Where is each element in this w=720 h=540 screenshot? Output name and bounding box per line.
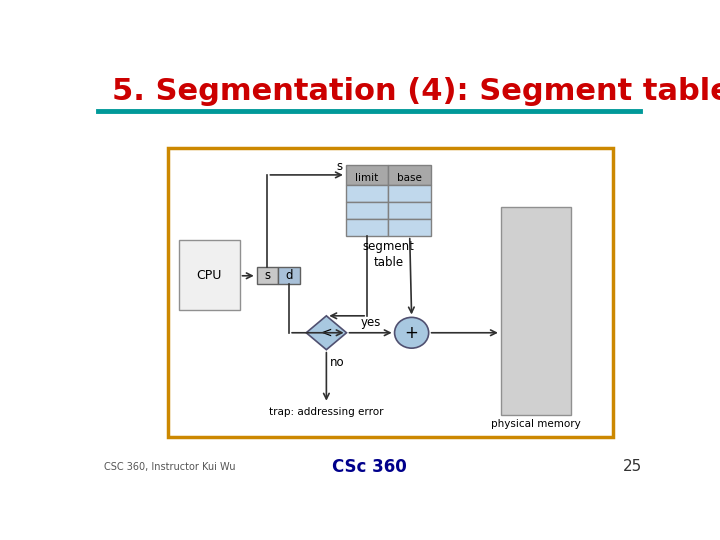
Text: <: <	[320, 326, 332, 340]
Text: physical memory: physical memory	[491, 419, 580, 429]
Ellipse shape	[395, 318, 428, 348]
Bar	[388, 165, 431, 185]
Text: CSC 360, Instructor Kui Wu: CSC 360, Instructor Kui Wu	[104, 462, 235, 472]
Bar	[346, 185, 388, 202]
Text: +: +	[405, 324, 418, 342]
Text: base: base	[397, 173, 422, 184]
Text: CPU: CPU	[197, 268, 222, 281]
Bar	[346, 165, 388, 185]
Text: trap: addressing error: trap: addressing error	[269, 408, 384, 417]
Text: no: no	[330, 356, 345, 369]
Text: CSc 360: CSc 360	[332, 458, 406, 476]
Polygon shape	[306, 316, 346, 350]
Text: s: s	[336, 160, 343, 173]
Bar	[346, 219, 388, 236]
Bar	[256, 267, 279, 284]
Text: s: s	[264, 269, 271, 282]
Bar	[346, 202, 388, 219]
Bar	[179, 240, 240, 309]
Bar	[388, 219, 431, 236]
Bar	[388, 202, 431, 219]
Text: 25: 25	[623, 459, 642, 474]
Bar	[500, 207, 570, 415]
Bar	[279, 267, 300, 284]
Bar	[388, 185, 431, 202]
Text: segment
table: segment table	[362, 240, 414, 269]
Text: yes: yes	[361, 316, 381, 329]
Text: limit: limit	[356, 173, 379, 184]
Bar	[168, 148, 613, 437]
Text: d: d	[285, 269, 293, 282]
Text: 5. Segmentation (4): Segment table: 5. Segmentation (4): Segment table	[112, 77, 720, 106]
